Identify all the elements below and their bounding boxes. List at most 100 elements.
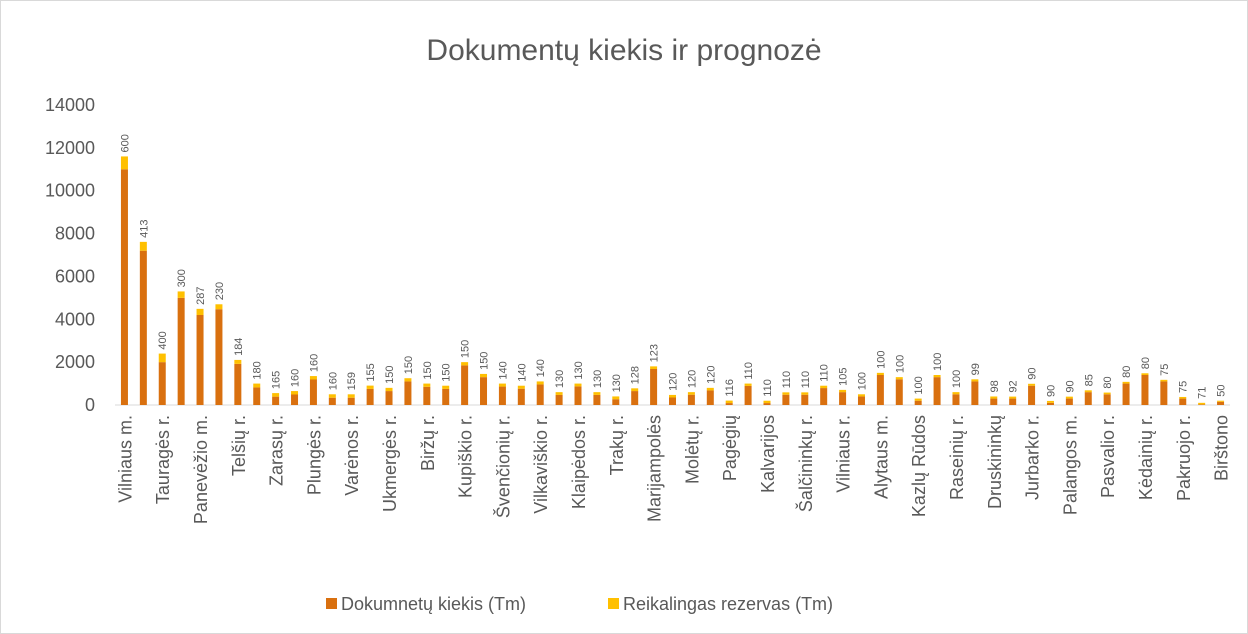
bar-segment <box>404 378 412 382</box>
bar-segment <box>253 387 261 405</box>
x-tick-label: Klaipėdos r. <box>569 415 589 509</box>
bar-segment <box>158 362 166 405</box>
bar-segment <box>593 392 601 395</box>
bar-segment <box>650 366 658 369</box>
bar-segment <box>366 388 374 405</box>
x-tick-label: Biržų r. <box>418 415 438 471</box>
bar-segment <box>1122 381 1130 384</box>
data-label: 75 <box>1178 381 1190 393</box>
bar-segment <box>725 403 733 405</box>
bar-segment <box>234 359 242 364</box>
data-label: 400 <box>157 331 169 349</box>
data-label: 140 <box>497 361 509 379</box>
x-tick-label: Pagėgių <box>720 415 740 481</box>
bar-segment <box>385 387 393 392</box>
bar-segment <box>820 385 828 389</box>
x-tick-label: Alytaus m. <box>871 415 891 499</box>
bar-segment <box>744 383 752 386</box>
data-label: 98 <box>989 380 1001 392</box>
bar-segment <box>253 383 261 388</box>
bar-segment <box>158 353 166 363</box>
data-label: 71 <box>1197 387 1209 399</box>
bar-segment <box>706 387 714 391</box>
bar-segment <box>1065 398 1073 405</box>
bar-segment <box>555 394 563 405</box>
y-tick-label: 14000 <box>45 95 95 115</box>
bar-segment <box>1217 401 1225 405</box>
bar-segment <box>1046 400 1054 403</box>
x-tick-label: Pasvalio r. <box>1098 415 1118 498</box>
bar-segment <box>971 381 979 405</box>
bar-segment <box>1009 396 1017 399</box>
chart-title: Dokumentų kiekis ir prognozė <box>426 34 821 67</box>
x-tick-label: Trakų r. <box>607 415 627 475</box>
x-tick-label: Varėnos r. <box>342 415 362 496</box>
data-label: 100 <box>932 353 944 371</box>
x-tick-label: Kazlų Rūdos <box>909 415 929 517</box>
bar-segment <box>782 394 790 405</box>
bar-segment <box>480 373 488 378</box>
bar-segment <box>895 379 903 405</box>
bar-segment <box>612 396 620 400</box>
data-label: 99 <box>970 363 982 375</box>
data-label: 92 <box>1008 380 1020 392</box>
bar-segment <box>1179 396 1187 399</box>
data-label: 600 <box>119 134 131 152</box>
x-tick-label: Vilniaus r. <box>834 415 854 493</box>
x-tick-label: Šalčininkų r. <box>795 415 816 512</box>
bar-segment <box>914 398 922 401</box>
bar-segment <box>839 389 847 393</box>
bar-segment <box>952 392 960 395</box>
data-label: 100 <box>856 372 868 390</box>
x-tick-label: Birštono <box>1212 415 1232 481</box>
bar-segment <box>1122 383 1130 405</box>
bar-segment <box>347 394 355 398</box>
bar-segment <box>291 394 299 405</box>
bar-segment <box>952 394 960 405</box>
x-tick-label: Pakruojo r. <box>1174 415 1194 501</box>
y-tick-label: 4000 <box>55 309 95 329</box>
bar-segment <box>1141 375 1149 405</box>
bar-segment <box>461 365 469 405</box>
y-tick-label: 12000 <box>45 138 95 158</box>
bar-segment <box>1103 394 1111 405</box>
bar-segment <box>1160 381 1168 405</box>
data-label: 120 <box>705 365 717 383</box>
data-label: 128 <box>630 366 642 384</box>
bar-segment <box>1103 392 1111 395</box>
bar-segment <box>404 381 412 405</box>
x-tick-label: Molėtų r. <box>682 415 702 484</box>
bar-segment <box>215 309 223 405</box>
data-label: 150 <box>422 361 434 379</box>
bar-segment <box>1084 392 1092 405</box>
data-label: 150 <box>479 352 491 370</box>
x-tick-label: Palangos m. <box>1060 415 1080 515</box>
x-tick-label: Kalvarijos <box>758 415 778 493</box>
bar-segment <box>517 385 525 389</box>
x-tick-label: Kupiškio r. <box>456 415 476 498</box>
y-tick-label: 0 <box>85 395 95 415</box>
data-label: 155 <box>365 363 377 381</box>
bar-segment <box>669 397 676 405</box>
bar-segment <box>215 304 223 310</box>
bar-segment <box>120 156 128 170</box>
data-label: 110 <box>743 362 755 380</box>
x-tick-label: Panevėžio m. <box>191 415 211 524</box>
data-label: 120 <box>668 373 680 391</box>
bar-segment <box>574 386 582 405</box>
data-label: 90 <box>1045 385 1057 397</box>
bar-segment <box>1046 402 1054 405</box>
x-tick-label: Raseinių r. <box>947 415 967 500</box>
bar-segment <box>801 392 809 395</box>
legend-label: Reikalingas rezervas (Tm) <box>623 594 833 614</box>
bar-segment <box>272 393 280 397</box>
bar-segment <box>442 385 450 389</box>
data-label: 105 <box>838 368 850 386</box>
bar-segment <box>631 388 639 392</box>
data-label: 150 <box>460 340 472 358</box>
data-label: 110 <box>800 371 812 389</box>
bar-segment <box>309 376 317 380</box>
data-label: 120 <box>686 370 698 388</box>
bar-segment <box>725 400 733 404</box>
bar-segment <box>139 250 147 405</box>
